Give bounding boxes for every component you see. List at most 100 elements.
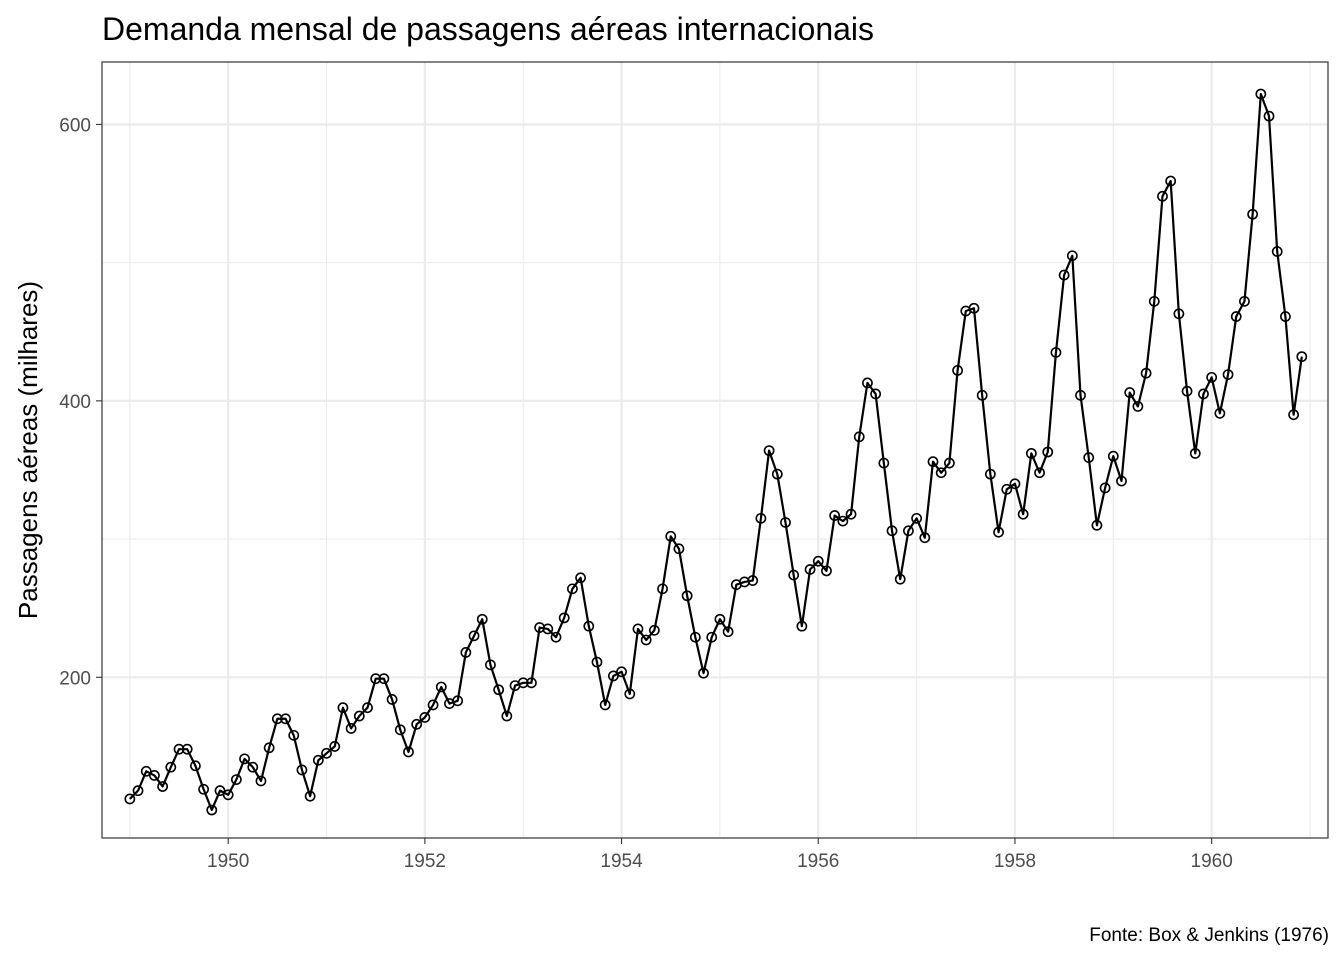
y-tick-label: 200: [59, 668, 91, 689]
data-point: [345, 723, 357, 734]
data-point: [1165, 175, 1177, 187]
x-tick-label: 1952: [404, 851, 446, 872]
data-point: [1148, 295, 1160, 307]
data-point: [255, 775, 267, 787]
data-point: [296, 764, 308, 776]
chart-caption: Fonte: Box & Jenkins (1976): [1089, 925, 1329, 946]
data-point: [1025, 447, 1037, 459]
data-point: [476, 613, 488, 625]
data-point: [1042, 446, 1054, 458]
y-tick-label: 600: [59, 115, 91, 136]
data-point: [1157, 190, 1168, 202]
data-point: [1034, 467, 1045, 479]
data-point: [763, 445, 775, 457]
data-point: [706, 631, 718, 643]
data-point: [673, 543, 685, 555]
data-point: [534, 622, 546, 633]
data-point: [927, 456, 939, 468]
data-point: [222, 789, 234, 801]
data-point: [771, 468, 783, 480]
data-point: [337, 702, 349, 714]
data-point: [1083, 452, 1095, 463]
data-point: [271, 713, 283, 725]
data-point: [1189, 447, 1201, 459]
chart-title: Demanda mensal de passagens aéreas inter…: [102, 11, 874, 47]
data-point: [149, 770, 160, 781]
x-tick-label: 1954: [600, 851, 643, 872]
data-point: [386, 694, 398, 705]
data-point: [1214, 407, 1226, 419]
data-point: [394, 724, 406, 736]
data-point: [542, 623, 554, 635]
data-point: [460, 647, 472, 658]
data-point: [263, 742, 275, 754]
data-point: [1296, 351, 1308, 363]
data-point: [1239, 295, 1250, 307]
data-point: [829, 510, 841, 521]
data-point: [862, 377, 873, 389]
data-point: [1099, 482, 1111, 494]
data-point: [124, 793, 136, 805]
data-point: [780, 517, 791, 528]
data-point: [870, 388, 882, 400]
data-point: [452, 695, 464, 707]
data-point: [419, 711, 431, 723]
data-point: [886, 525, 898, 537]
x-tick-label: 1950: [207, 851, 249, 872]
data-point: [1124, 387, 1136, 398]
data-point: [1091, 519, 1103, 531]
data-point: [403, 746, 414, 758]
data-point: [943, 457, 955, 469]
data-point: [321, 747, 332, 759]
data-point: [1075, 389, 1086, 401]
data-point: [378, 673, 390, 685]
data-point: [616, 666, 627, 678]
data-point: [214, 785, 226, 797]
minor-gridlines: [102, 62, 1328, 838]
data-point: [181, 743, 193, 755]
data-point: [911, 512, 923, 524]
data-point: [747, 575, 759, 586]
data-point: [1288, 409, 1300, 421]
data-point: [1066, 250, 1078, 262]
data-point: [517, 677, 529, 689]
data-point: [903, 525, 914, 537]
data-point: [550, 631, 562, 643]
data-point: [1173, 308, 1185, 320]
data-point: [624, 688, 636, 700]
data-point: [1230, 311, 1242, 322]
data-point: [894, 573, 906, 585]
x-tick-label: 1956: [797, 851, 839, 872]
data-point: [984, 468, 996, 480]
data-point: [485, 659, 496, 671]
data-point: [837, 515, 849, 527]
data-point: [722, 626, 734, 638]
data-point: [1181, 385, 1193, 397]
data-point: [755, 512, 767, 524]
data-point: [1116, 475, 1127, 487]
data-point: [689, 631, 701, 643]
data-point: [140, 765, 152, 777]
data-point: [714, 613, 726, 625]
data-point: [1222, 369, 1234, 380]
data-point: [648, 624, 660, 636]
data-point: [878, 457, 890, 469]
data-point: [132, 785, 144, 797]
data-point: [796, 620, 808, 632]
data-point: [1206, 371, 1218, 383]
data-point: [189, 760, 201, 772]
data-point: [1280, 311, 1291, 322]
major-gridlines: [102, 62, 1328, 838]
data-point: [230, 774, 242, 785]
data-point: [206, 804, 218, 816]
data-point: [1058, 269, 1070, 281]
data-point: [370, 673, 382, 685]
data-point: [1001, 483, 1013, 495]
data-point: [657, 583, 668, 595]
data-point: [1255, 88, 1267, 100]
data-point: [173, 743, 185, 755]
data-point: [640, 634, 652, 646]
x-axis: 1950 1952 1954 1956 1958 1960: [207, 838, 1233, 872]
y-axis: 200 400 600: [59, 115, 102, 689]
